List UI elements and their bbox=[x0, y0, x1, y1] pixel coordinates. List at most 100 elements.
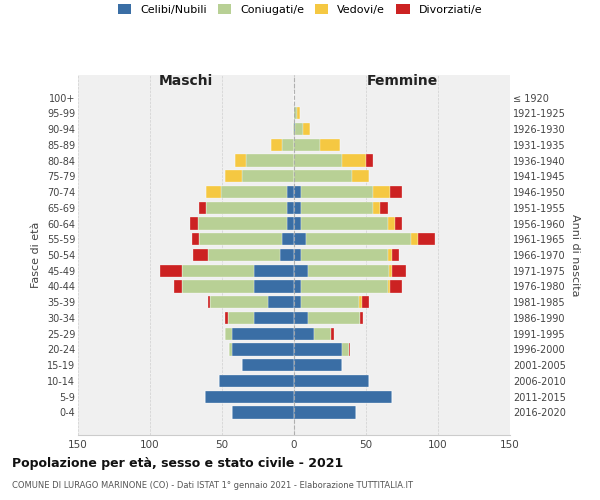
Bar bbox=[301, 186, 373, 198]
Bar bbox=[360, 312, 363, 324]
Bar bbox=[225, 312, 228, 324]
Bar bbox=[388, 280, 391, 292]
Bar bbox=[301, 280, 388, 292]
Bar bbox=[192, 233, 199, 245]
Bar bbox=[391, 186, 402, 198]
Bar bbox=[199, 233, 283, 245]
Bar bbox=[341, 344, 349, 355]
Bar bbox=[283, 233, 294, 245]
Bar bbox=[301, 249, 388, 261]
Bar bbox=[294, 359, 341, 372]
Text: Maschi: Maschi bbox=[159, 74, 213, 88]
Bar bbox=[320, 138, 340, 151]
Bar bbox=[302, 123, 310, 135]
Bar bbox=[349, 344, 350, 355]
Bar bbox=[232, 344, 294, 355]
Bar bbox=[366, 154, 373, 166]
Bar bbox=[391, 280, 402, 292]
Bar bbox=[373, 186, 391, 198]
Bar bbox=[211, 296, 268, 308]
Bar bbox=[199, 202, 206, 214]
Bar bbox=[175, 280, 182, 292]
Bar bbox=[410, 233, 418, 245]
Bar bbox=[235, 154, 247, 166]
Bar bbox=[287, 202, 294, 214]
Text: Femmine: Femmine bbox=[367, 74, 437, 88]
Bar bbox=[301, 202, 373, 214]
Bar bbox=[197, 218, 287, 230]
Bar bbox=[242, 359, 294, 372]
Bar bbox=[373, 202, 380, 214]
Bar bbox=[308, 264, 389, 277]
Bar bbox=[308, 312, 360, 324]
Bar bbox=[294, 138, 320, 151]
Bar bbox=[294, 344, 341, 355]
Bar bbox=[305, 233, 410, 245]
Bar bbox=[301, 218, 388, 230]
Bar bbox=[294, 233, 305, 245]
Bar bbox=[208, 296, 211, 308]
Bar bbox=[182, 280, 254, 292]
Bar bbox=[341, 154, 366, 166]
Bar bbox=[395, 218, 402, 230]
Bar bbox=[352, 170, 369, 182]
Bar bbox=[294, 296, 301, 308]
Bar bbox=[219, 375, 294, 387]
Bar bbox=[287, 218, 294, 230]
Bar bbox=[242, 170, 294, 182]
Text: Popolazione per età, sesso e stato civile - 2021: Popolazione per età, sesso e stato civil… bbox=[12, 458, 343, 470]
Legend: Celibi/Nubili, Coniugati/e, Vedovi/e, Divorziati/e: Celibi/Nubili, Coniugati/e, Vedovi/e, Di… bbox=[113, 0, 487, 20]
Bar bbox=[388, 249, 392, 261]
Bar bbox=[225, 170, 242, 182]
Bar bbox=[294, 375, 369, 387]
Bar bbox=[392, 264, 406, 277]
Bar bbox=[293, 123, 294, 135]
Bar bbox=[294, 170, 352, 182]
Bar bbox=[268, 296, 294, 308]
Bar bbox=[254, 280, 294, 292]
Bar bbox=[388, 218, 395, 230]
Bar bbox=[389, 264, 392, 277]
Bar bbox=[418, 233, 435, 245]
Bar bbox=[160, 264, 182, 277]
Bar bbox=[225, 328, 232, 340]
Bar bbox=[294, 186, 301, 198]
Bar bbox=[232, 328, 294, 340]
Bar bbox=[294, 154, 341, 166]
Bar bbox=[287, 186, 294, 198]
Bar bbox=[362, 296, 369, 308]
Bar bbox=[294, 312, 308, 324]
Bar bbox=[182, 264, 254, 277]
Bar bbox=[283, 138, 294, 151]
Bar bbox=[190, 218, 197, 230]
Bar bbox=[294, 218, 301, 230]
Bar bbox=[229, 344, 232, 355]
Bar bbox=[208, 249, 280, 261]
Bar bbox=[205, 390, 294, 403]
Bar bbox=[294, 328, 314, 340]
Bar bbox=[294, 249, 301, 261]
Bar bbox=[271, 138, 283, 151]
Bar bbox=[294, 202, 301, 214]
Bar bbox=[193, 249, 208, 261]
Bar bbox=[380, 202, 388, 214]
Bar bbox=[247, 154, 294, 166]
Y-axis label: Anni di nascita: Anni di nascita bbox=[569, 214, 580, 296]
Bar bbox=[294, 107, 297, 120]
Bar bbox=[392, 249, 399, 261]
Bar bbox=[331, 328, 334, 340]
Bar bbox=[295, 123, 302, 135]
Bar bbox=[294, 390, 392, 403]
Bar bbox=[314, 328, 331, 340]
Bar bbox=[206, 202, 287, 214]
Bar bbox=[301, 296, 359, 308]
Bar bbox=[294, 280, 301, 292]
Text: COMUNE DI LURAGO MARINONE (CO) - Dati ISTAT 1° gennaio 2021 - Elaborazione TUTTI: COMUNE DI LURAGO MARINONE (CO) - Dati IS… bbox=[12, 480, 413, 490]
Bar bbox=[228, 312, 254, 324]
Y-axis label: Fasce di età: Fasce di età bbox=[31, 222, 41, 288]
Bar bbox=[254, 264, 294, 277]
Bar bbox=[280, 249, 294, 261]
Bar bbox=[297, 107, 300, 120]
Bar bbox=[294, 406, 356, 418]
Bar bbox=[232, 406, 294, 418]
